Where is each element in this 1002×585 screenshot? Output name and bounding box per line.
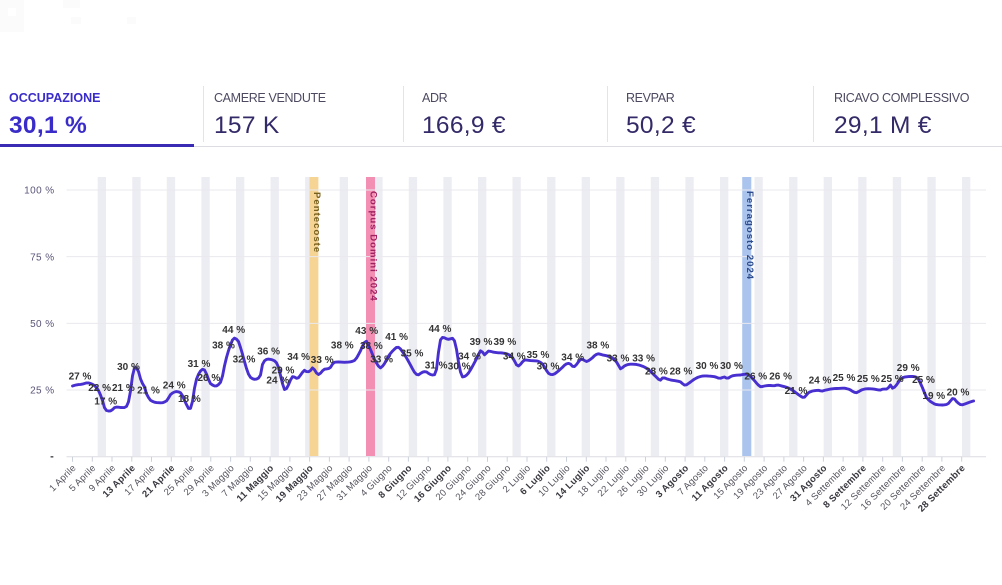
svg-text:34 %: 34 %	[287, 352, 310, 363]
svg-text:38 %: 38 %	[331, 341, 354, 352]
svg-text:25 %: 25 %	[881, 374, 904, 385]
svg-text:Corpus Domini 2024: Corpus Domini 2024	[368, 191, 379, 302]
svg-text:26 %: 26 %	[198, 373, 221, 384]
svg-text:20 %: 20 %	[947, 388, 970, 399]
svg-text:34 %: 34 %	[503, 352, 526, 363]
svg-text:34 %: 34 %	[561, 353, 584, 364]
svg-text:22 %: 22 %	[88, 383, 111, 394]
svg-text:38 %: 38 %	[587, 341, 610, 352]
svg-text:36 %: 36 %	[257, 347, 280, 358]
svg-text:44 %: 44 %	[429, 324, 452, 335]
svg-text:19 %: 19 %	[922, 391, 945, 402]
svg-text:18 %: 18 %	[178, 394, 201, 405]
svg-text:30 %: 30 %	[537, 362, 560, 373]
svg-text:30 %: 30 %	[720, 361, 743, 372]
svg-text:43 %: 43 %	[355, 326, 378, 337]
svg-text:25 %: 25 %	[833, 373, 856, 384]
svg-text:33 %: 33 %	[370, 354, 393, 365]
svg-text:29 %: 29 %	[897, 363, 920, 374]
svg-text:34 %: 34 %	[458, 352, 481, 363]
svg-text:33 %: 33 %	[632, 354, 655, 365]
svg-text:27 %: 27 %	[69, 371, 92, 382]
svg-text:-: -	[50, 451, 54, 463]
svg-text:39 %: 39 %	[494, 337, 517, 348]
svg-text:24 %: 24 %	[163, 381, 186, 392]
svg-text:30 %: 30 %	[696, 361, 719, 372]
svg-text:17 %: 17 %	[94, 396, 117, 407]
svg-text:50 %: 50 %	[30, 319, 54, 330]
svg-text:35 %: 35 %	[527, 350, 550, 361]
svg-text:28 %: 28 %	[670, 366, 693, 377]
svg-text:24 %: 24 %	[809, 376, 832, 387]
svg-text:Ferragosto 2024: Ferragosto 2024	[744, 191, 755, 280]
svg-text:28 %: 28 %	[645, 366, 668, 377]
svg-text:35 %: 35 %	[401, 348, 424, 359]
svg-text:21 %: 21 %	[137, 386, 160, 397]
svg-text:33 %: 33 %	[607, 354, 630, 365]
svg-text:25 %: 25 %	[30, 386, 54, 397]
svg-text:32 %: 32 %	[233, 354, 256, 365]
svg-text:75 %: 75 %	[30, 252, 54, 263]
svg-text:29 %: 29 %	[272, 365, 295, 376]
svg-text:31 %: 31 %	[425, 360, 448, 371]
svg-text:39 %: 39 %	[470, 337, 493, 348]
svg-text:Pentecoste: Pentecoste	[311, 192, 322, 253]
svg-text:38 %: 38 %	[212, 341, 235, 352]
svg-text:33 %: 33 %	[311, 355, 334, 366]
svg-text:44 %: 44 %	[222, 325, 245, 336]
svg-text:21 %: 21 %	[785, 386, 808, 397]
svg-text:38 %: 38 %	[360, 341, 383, 352]
svg-text:25 %: 25 %	[857, 374, 880, 385]
svg-text:30 %: 30 %	[448, 362, 471, 373]
svg-text:25 %: 25 %	[912, 375, 935, 386]
svg-text:26 %: 26 %	[769, 371, 792, 382]
svg-text:31 %: 31 %	[188, 359, 211, 370]
svg-text:26 %: 26 %	[744, 371, 767, 382]
svg-text:100 %: 100 %	[24, 186, 54, 197]
svg-text:30 %: 30 %	[117, 362, 140, 373]
svg-text:21 %: 21 %	[112, 383, 135, 394]
svg-text:41 %: 41 %	[385, 332, 408, 343]
svg-text:24 %: 24 %	[266, 375, 289, 386]
